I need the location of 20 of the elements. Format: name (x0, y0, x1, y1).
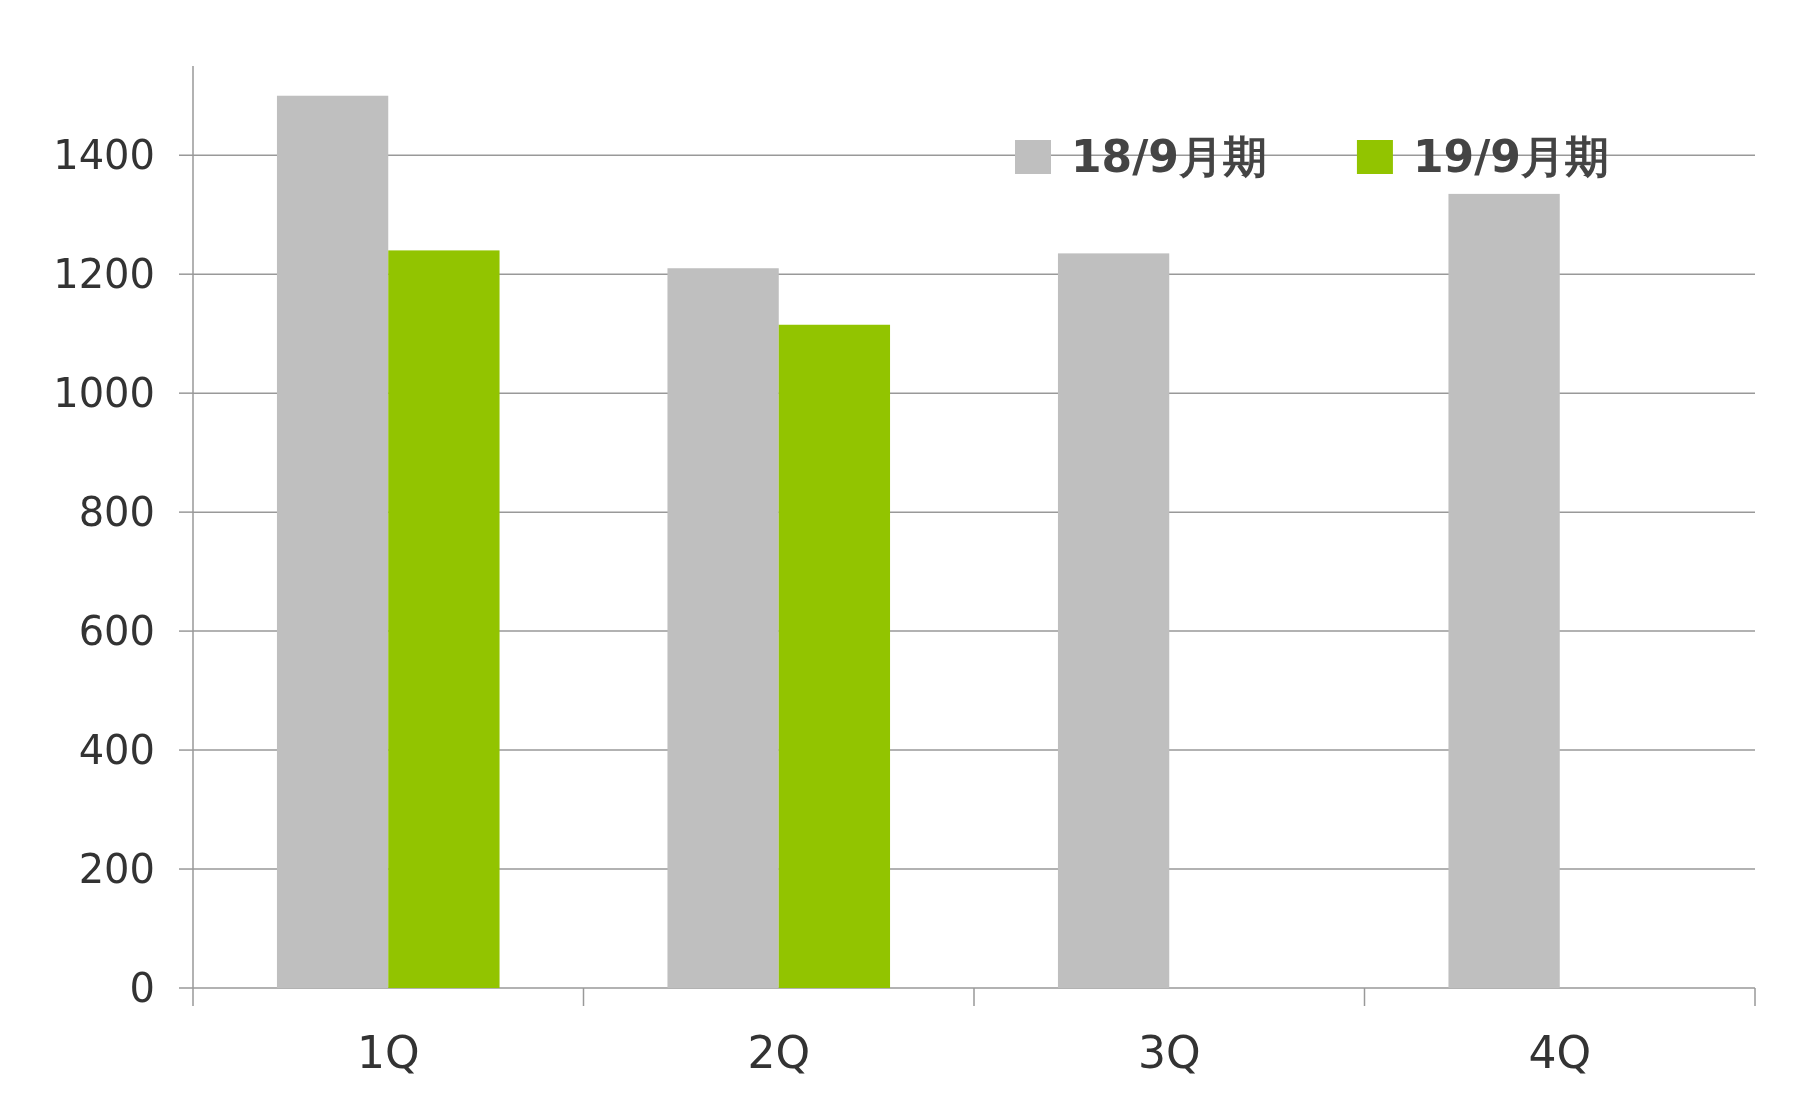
bar (1057, 253, 1170, 988)
bar (276, 95, 389, 988)
y-tick-label: 800 (78, 489, 155, 536)
bar (1448, 193, 1560, 988)
y-tick-label: 400 (78, 727, 155, 774)
bar (667, 268, 779, 988)
x-tick-label: 3Q (1137, 1027, 1201, 1078)
y-tick-label: 0 (129, 965, 155, 1011)
x-tick-label: 4Q (1528, 1027, 1592, 1078)
y-tick-label: 1400 (53, 132, 155, 179)
bar (778, 324, 891, 988)
y-tick-label: 1200 (53, 251, 155, 298)
y-tick-label: 600 (78, 608, 155, 655)
x-tick-label: 1Q (356, 1027, 420, 1078)
y-tick-label: 200 (78, 846, 155, 893)
legend-label: 18/9月期 (1071, 131, 1267, 182)
x-tick-label: 2Q (747, 1027, 811, 1078)
y-tick-label: 1000 (53, 370, 155, 417)
bar (388, 250, 500, 988)
legend-label: 19/9月期 (1412, 131, 1609, 182)
